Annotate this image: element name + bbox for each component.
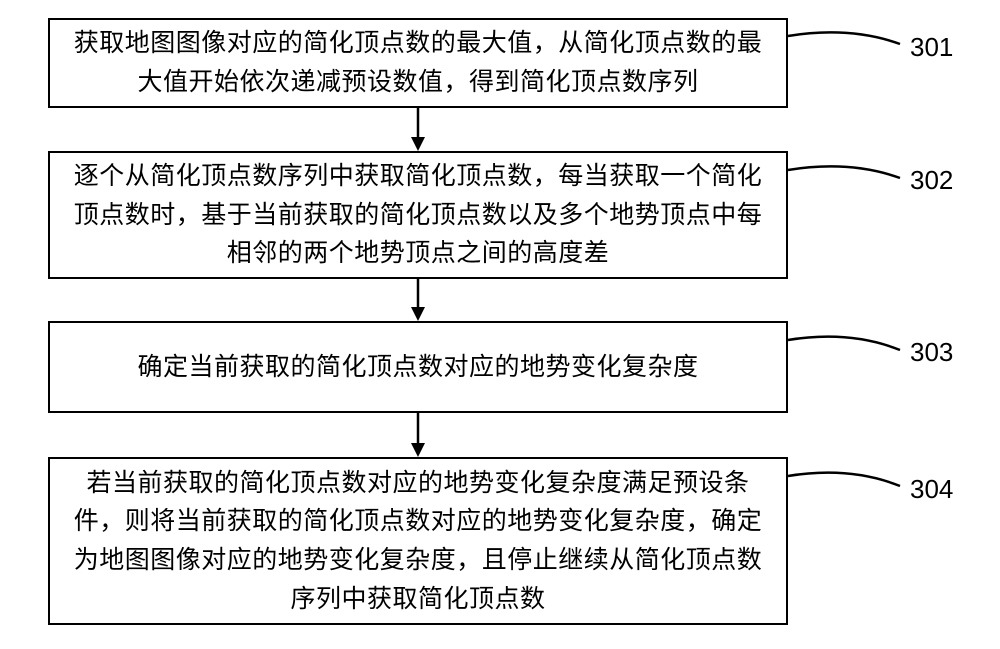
flow-node-303-text: 确定当前获取的简化顶点数对应的地势变化复杂度 xyxy=(137,348,698,387)
flow-node-303: 确定当前获取的简化顶点数对应的地势变化复杂度 xyxy=(48,321,788,413)
flow-label-303: 303 xyxy=(910,337,953,368)
flow-label-304: 304 xyxy=(910,474,953,505)
flowchart-canvas: 获取地图图像对应的简化顶点数的最大值，从简化顶点数的最大值开始依次递减预设数值，… xyxy=(0,0,1000,649)
flow-node-301: 获取地图图像对应的简化顶点数的最大值，从简化顶点数的最大值开始依次递减预设数值，… xyxy=(48,18,788,108)
flow-node-302-text: 逐个从简化顶点数序列中获取简化顶点数，每当获取一个简化顶点数时，基于当前获取的简… xyxy=(64,157,772,273)
flow-node-304-text: 若当前获取的简化顶点数对应的地势变化复杂度满足预设条件，则将当前获取的简化顶点数… xyxy=(64,464,772,619)
flow-node-301-text: 获取地图图像对应的简化顶点数的最大值，从简化顶点数的最大值开始依次递减预设数值，… xyxy=(64,24,772,102)
flow-label-301: 301 xyxy=(910,32,953,63)
flow-label-302: 302 xyxy=(910,165,953,196)
flow-node-302: 逐个从简化顶点数序列中获取简化顶点数，每当获取一个简化顶点数时，基于当前获取的简… xyxy=(48,151,788,279)
flow-node-304: 若当前获取的简化顶点数对应的地势变化复杂度满足预设条件，则将当前获取的简化顶点数… xyxy=(48,457,788,625)
